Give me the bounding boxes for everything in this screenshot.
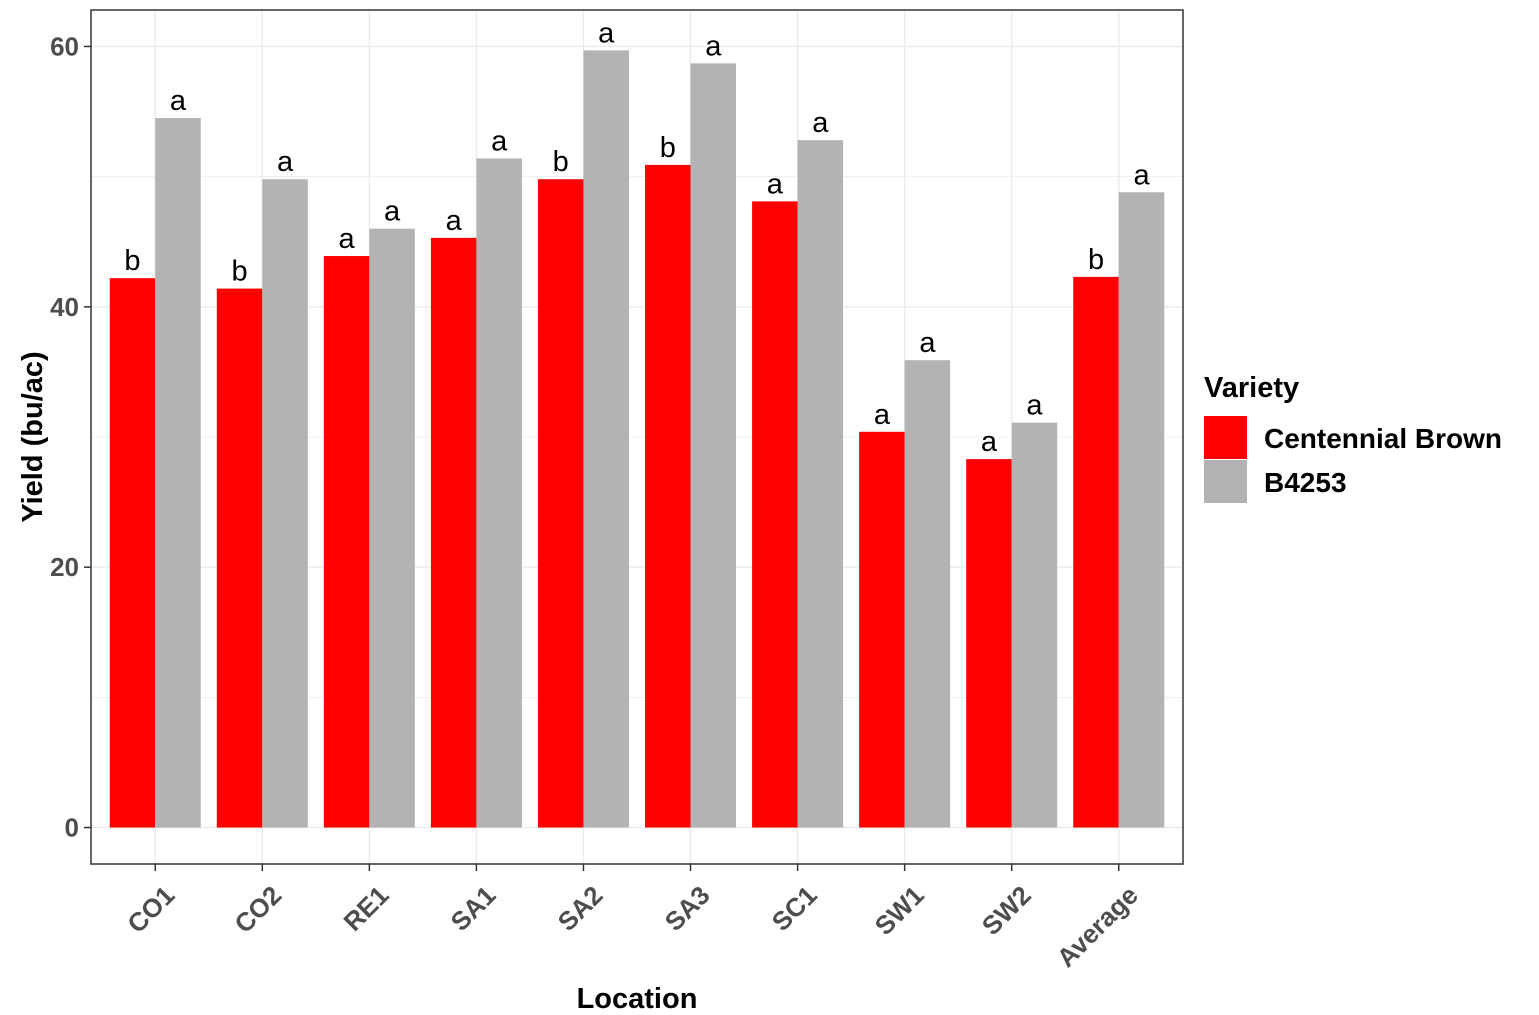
y-tick-label: 40 (50, 292, 79, 322)
bar-co2-1 (262, 179, 308, 828)
bar-re1-1 (369, 228, 415, 828)
bar-sa1-1 (476, 158, 522, 828)
sig-label-re1-1: a (384, 196, 401, 228)
x-tick-label: RE1 (337, 880, 394, 937)
sig-label-sa2-0: b (553, 146, 569, 178)
sig-label-co1-1: a (170, 85, 187, 117)
x-tick-label: Average (1051, 880, 1144, 973)
bar-re1-0 (323, 256, 370, 828)
y-tick-label: 60 (50, 31, 79, 61)
bars (109, 50, 1165, 828)
legend-title: Variety (1204, 372, 1299, 404)
sig-label-re1-0: a (339, 223, 356, 255)
sig-label-sa1-1: a (491, 125, 508, 157)
y-axis-title: Yield (bu/ac) (17, 351, 49, 522)
legend-key-0 (1204, 416, 1247, 459)
bar-co2-0 (216, 288, 263, 828)
sig-label-co2-1: a (277, 146, 294, 178)
sig-label-average-0: b (1088, 244, 1104, 276)
bar-sw2-0 (966, 459, 1012, 828)
bar-sa2-1 (583, 50, 629, 828)
sig-label-sw2-0: a (981, 426, 998, 458)
bar-co1-0 (109, 278, 156, 828)
bar-sw2-1 (1011, 422, 1058, 828)
x-tick-label: SW1 (869, 880, 930, 941)
bar-sa3-0 (645, 164, 691, 828)
bar-sw1-1 (904, 360, 951, 828)
legend-label-0: Centennial Brown (1264, 423, 1502, 454)
x-tick-label: SA1 (445, 880, 502, 937)
x-axis-title: Location (577, 983, 698, 1015)
sig-label-sc1-0: a (767, 168, 784, 200)
sig-label-co2-0: b (231, 256, 247, 288)
bar-average-0 (1073, 276, 1119, 828)
legend-items: Centennial Brown B4253 (1204, 416, 1502, 503)
bar-co1-1 (155, 118, 201, 828)
x-tick-label: SA3 (659, 880, 716, 937)
x-tick-label: SW2 (976, 880, 1037, 941)
sig-label-sw1-0: a (874, 399, 891, 431)
legend-key-1 (1204, 460, 1247, 503)
sig-label-co1-0: b (124, 245, 140, 277)
x-tick-label: CO1 (121, 880, 180, 939)
sig-label-sc1-1: a (812, 107, 829, 139)
legend-label-1: B4253 (1264, 467, 1347, 498)
y-tick-label: 20 (50, 552, 79, 582)
sig-label-sa1-0: a (446, 205, 463, 237)
sig-label-sa3-0: b (660, 132, 676, 164)
bar-sa3-1 (690, 63, 737, 828)
bar-sa1-0 (430, 237, 477, 828)
sig-label-average-1: a (1133, 159, 1150, 191)
y-axis: 0 20 40 60 (50, 31, 91, 843)
bar-sa2-0 (537, 179, 584, 828)
sig-label-sa3-1: a (705, 30, 722, 62)
plot-panel-border (90, 9, 1184, 865)
bar-sw1-0 (859, 431, 905, 828)
sig-label-sa2-1: a (598, 17, 615, 49)
bar-average-1 (1118, 192, 1165, 828)
x-tick-label: SA2 (552, 880, 609, 937)
bar-sc1-0 (752, 201, 798, 828)
legend: Variety Centennial Brown B4253 (1204, 372, 1502, 503)
y-tick-label: 0 (65, 813, 79, 843)
x-tick-label: SC1 (766, 880, 823, 937)
x-axis: CO1 CO2 RE1 SA1 SA2 SA3 SC1 SW1 SW2 Average (121, 864, 1144, 973)
bar-sc1-1 (797, 140, 844, 828)
x-tick-label: CO2 (228, 880, 287, 939)
sig-label-sw2-1: a (1026, 390, 1043, 422)
sig-label-sw1-1: a (919, 327, 936, 359)
